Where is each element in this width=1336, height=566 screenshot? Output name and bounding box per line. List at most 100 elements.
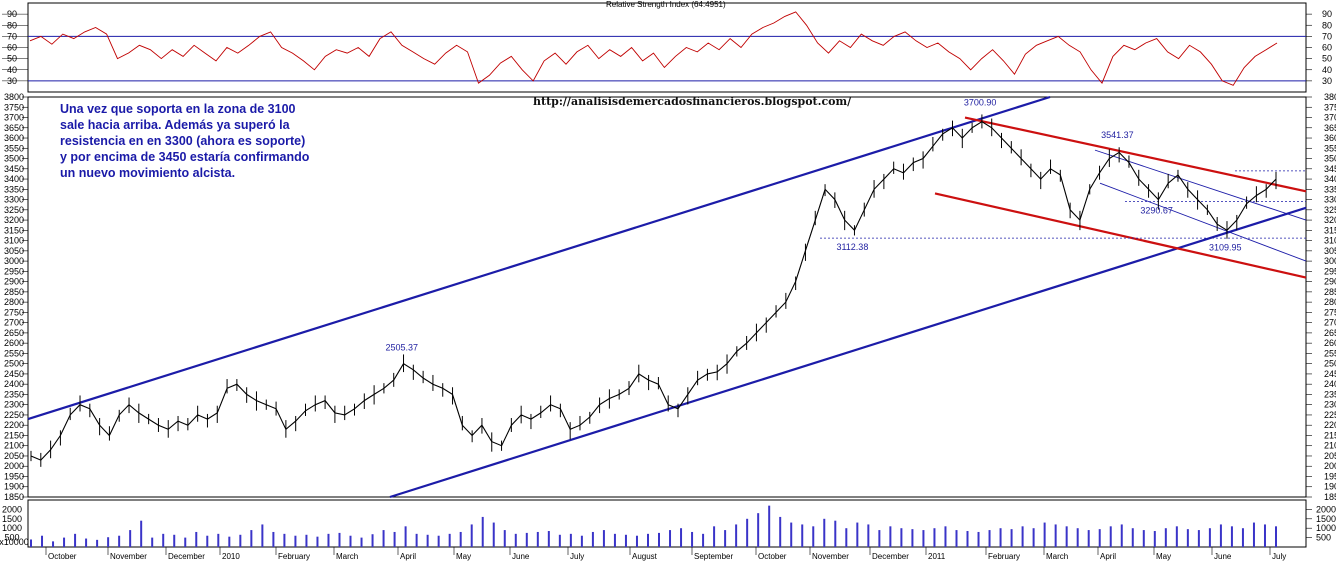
price-tick-label-left: 3050: [4, 246, 24, 256]
price-tick-label: 1900: [1324, 482, 1336, 492]
price-tick-label-left: 3550: [4, 143, 24, 153]
price-tick-label: 1950: [1324, 471, 1336, 481]
note-line: un nuevo movimiento alcista.: [60, 166, 236, 180]
price-tick-label-left: 2750: [4, 307, 24, 317]
month-label: 2010: [222, 552, 240, 561]
price-tick-label-left: 3450: [4, 164, 24, 174]
price-tick-label: 3750: [1324, 102, 1336, 112]
price-tick-label-left: 1850: [4, 492, 24, 502]
price-tick-label: 2200: [1324, 420, 1336, 430]
price-tick-label-left: 2000: [4, 461, 24, 471]
price-frame: [27, 96, 1307, 498]
price-tick-label-left: 2800: [4, 297, 24, 307]
price-tick-label: 2250: [1324, 410, 1336, 420]
rsi-tick-label-left: 80: [7, 20, 17, 30]
price-tick-label: 3800: [1324, 92, 1336, 102]
price-tick-label: 2400: [1324, 379, 1336, 389]
price-tick-label: 3050: [1324, 246, 1336, 256]
rsi-tick-label-left: 60: [7, 43, 17, 53]
volume-tick-label-left: 2000: [2, 504, 22, 514]
price-tick-label-left: 2650: [4, 328, 24, 338]
price-tick-label: 3550: [1324, 143, 1336, 153]
rsi-tick-label: 80: [1322, 20, 1332, 30]
rsi-line: [29, 11, 1278, 86]
price-tick-label: 3150: [1324, 225, 1336, 235]
price-tick-label: 2150: [1324, 430, 1336, 440]
price-tick-label: 2300: [1324, 400, 1336, 410]
month-label: November: [110, 552, 147, 561]
rsi-tick-label-left: 70: [7, 31, 17, 41]
volume-tick-label: 2000: [1316, 504, 1336, 514]
price-tick-label: 2100: [1324, 441, 1336, 451]
price-tick-label: 2000: [1324, 461, 1336, 471]
month-label: October: [758, 552, 787, 561]
blog-url: http://analisisdemercadosfinancieros.blo…: [533, 95, 852, 108]
price-annotation: 3109.95: [1209, 243, 1242, 253]
price-tick-label: 3100: [1324, 236, 1336, 246]
rsi-tick-label-left: 40: [7, 65, 17, 75]
price-tick-label: 3650: [1324, 123, 1336, 133]
price-tick-label-left: 2950: [4, 266, 24, 276]
price-annotation: 3290.67: [1140, 205, 1173, 215]
price-tick-label-left: 3800: [4, 92, 24, 102]
price-annotation: 3112.38: [836, 242, 868, 252]
price-tick-label-left: 1950: [4, 471, 24, 481]
price-annotation: 3541.37: [1101, 130, 1134, 140]
price-tick-label-left: 2400: [4, 379, 24, 389]
month-label: September: [694, 552, 733, 561]
month-label: November: [812, 552, 849, 561]
price-tick-label-left: 2700: [4, 318, 24, 328]
month-label: July: [570, 552, 584, 561]
analysis-note: Una vez que soporta en la zona de 3100 s…: [60, 101, 360, 181]
price-tick-label: 2850: [1324, 287, 1336, 297]
volume-tick-label: 500: [1316, 533, 1331, 543]
month-label: December: [872, 552, 909, 561]
rsi-tick-label: 60: [1322, 43, 1332, 53]
price-tick-label-left: 2900: [4, 277, 24, 287]
price-annotation: 3700.90: [964, 97, 997, 107]
price-tick-label: 2750: [1324, 307, 1336, 317]
minor-trend-line-1: [1094, 149, 1307, 221]
price-tick-label-left: 2150: [4, 430, 24, 440]
price-tick-label-left: 3700: [4, 113, 24, 123]
price-tick-label-left: 2250: [4, 410, 24, 420]
price-tick-label: 3000: [1324, 256, 1336, 266]
price-tick-label: 2450: [1324, 369, 1336, 379]
price-tick-label: 3450: [1324, 164, 1336, 174]
price-tick-label-left: 2500: [4, 359, 24, 369]
price-tick-label-left: 2300: [4, 400, 24, 410]
rsi-frame: [27, 2, 1307, 93]
month-label: February: [988, 552, 1020, 561]
price-tick-label-left: 3400: [4, 174, 24, 184]
month-label: December: [168, 552, 205, 561]
rsi-tick-label-left: 30: [7, 76, 17, 86]
rsi-title: Relative Strength Index (64.4951): [606, 0, 726, 9]
minor-trend-line-2: [1099, 182, 1307, 262]
price-tick-label: 2700: [1324, 318, 1336, 328]
price-tick-label: 2650: [1324, 328, 1336, 338]
rsi-tick-label-left: 90: [7, 9, 17, 19]
lower-channel-line: [389, 206, 1307, 499]
price-tick-label-left: 2050: [4, 451, 24, 461]
price-tick-label-left: 3250: [4, 205, 24, 215]
price-tick-label: 2800: [1324, 297, 1336, 307]
price-tick-label: 2900: [1324, 277, 1336, 287]
volume-tick-label-left: 1500: [2, 514, 22, 524]
note-line: sale hacia arriba. Además ya superó la: [60, 118, 290, 132]
price-tick-label: 3250: [1324, 205, 1336, 215]
rsi-tick-label: 30: [1322, 76, 1332, 86]
note-line: y por encima de 3450 estaría confirmando: [60, 150, 310, 164]
price-tick-label-left: 2200: [4, 420, 24, 430]
price-tick-label: 3500: [1324, 154, 1336, 164]
month-label: March: [1046, 552, 1068, 561]
price-tick-label-left: 3100: [4, 236, 24, 246]
month-label: May: [1156, 552, 1171, 561]
price-annotation: 2505.37: [386, 343, 419, 353]
volume-tick-label-left: 500: [4, 533, 19, 543]
price-tick-label: 2950: [1324, 266, 1336, 276]
month-label: March: [336, 552, 358, 561]
price-line: [30, 120, 1277, 461]
price-tick-label-left: 2350: [4, 389, 24, 399]
price-tick-label: 2050: [1324, 451, 1336, 461]
month-label: April: [1100, 552, 1116, 561]
